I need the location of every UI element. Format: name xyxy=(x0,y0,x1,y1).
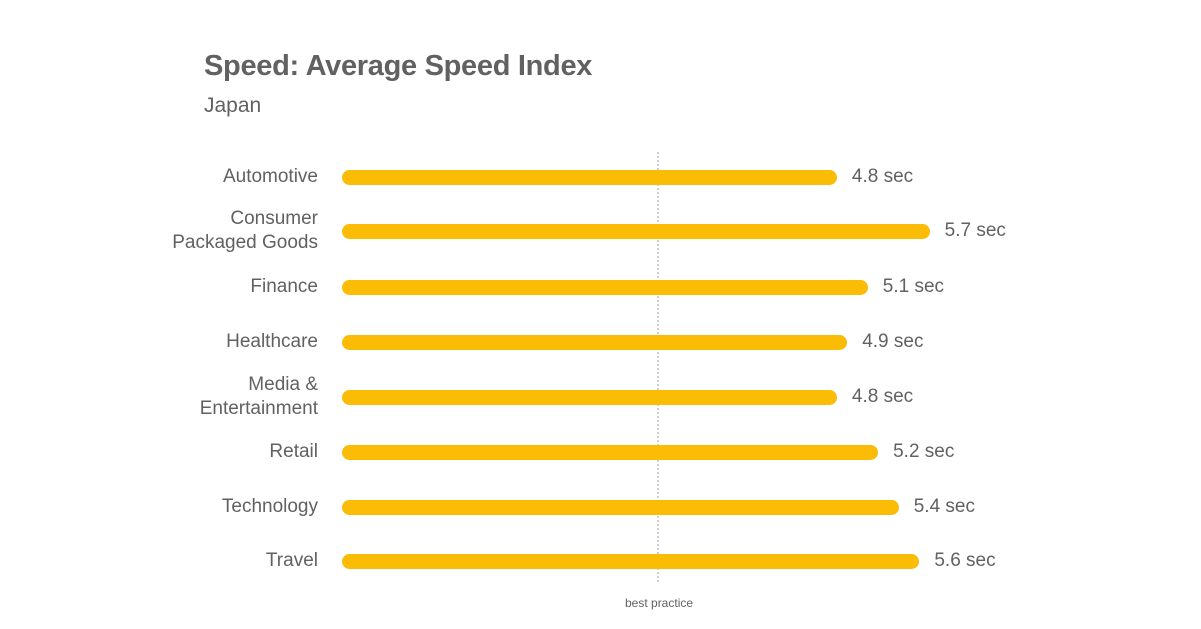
value-label: 4.8 sec xyxy=(851,166,914,187)
category-label: Automotive xyxy=(98,165,318,189)
value-label: 4.8 sec xyxy=(851,386,914,407)
value-label: 5.1 sec xyxy=(882,276,945,297)
bar-row: Travel 5.6 sec xyxy=(0,541,1201,581)
category-label: Technology xyxy=(98,495,318,519)
bar-row: Consumer Packaged Goods 5.7 sec xyxy=(0,208,1201,253)
category-label: Travel xyxy=(98,549,318,573)
bar-row: Automotive 4.8 sec xyxy=(0,157,1201,197)
value-label: 5.2 sec xyxy=(893,441,955,462)
bar-row: Technology 5.4 sec xyxy=(0,487,1201,527)
bar-row: Healthcare 4.9 sec xyxy=(0,322,1201,362)
value-label: 5.7 sec xyxy=(944,220,1006,241)
bar xyxy=(342,554,920,569)
bar xyxy=(342,390,837,405)
value-label: 4.9 sec xyxy=(862,331,924,352)
value-label: 5.4 sec xyxy=(913,496,975,517)
bar xyxy=(342,445,879,460)
category-label-line: Travel xyxy=(265,550,318,571)
bar-row: Retail 5.2 sec xyxy=(0,432,1201,472)
category-label-line: Technology xyxy=(221,496,318,517)
bar-row: Finance 5.1 sec xyxy=(0,267,1201,307)
chart-subtitle: Japan xyxy=(204,94,262,117)
category-label: Media & Entertainment xyxy=(98,373,318,421)
bar xyxy=(342,500,899,515)
value-label: 5.6 sec xyxy=(934,550,996,571)
category-label: Retail xyxy=(98,440,318,464)
category-label-line: Media & xyxy=(248,374,318,395)
category-label-line: Automotive xyxy=(222,166,318,187)
category-label-line: Entertainment xyxy=(199,398,318,419)
category-label: Finance xyxy=(98,275,318,299)
bar xyxy=(342,335,848,350)
bar xyxy=(342,224,930,239)
category-label-line: Finance xyxy=(250,276,318,297)
best-practice-line xyxy=(657,152,659,582)
category-label: Healthcare xyxy=(98,330,318,354)
category-label-line: Healthcare xyxy=(226,331,318,352)
category-label: Consumer Packaged Goods xyxy=(98,207,318,255)
chart-title: Speed: Average Speed Index xyxy=(204,50,593,82)
bar xyxy=(342,280,868,295)
bar xyxy=(342,170,837,185)
category-label-line: Consumer xyxy=(230,208,318,229)
bar-row: Media & Entertainment 4.8 sec xyxy=(0,374,1201,419)
category-label-line: Retail xyxy=(269,441,318,462)
best-practice-label: best practice xyxy=(625,596,694,610)
category-label-line: Packaged Goods xyxy=(172,232,318,253)
